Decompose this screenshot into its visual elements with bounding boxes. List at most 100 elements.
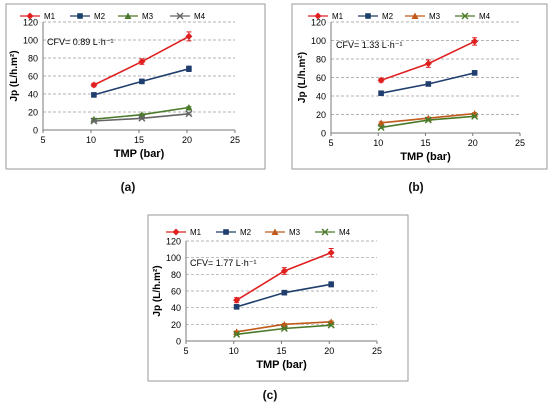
- x-axis-title: TMP (bar): [114, 148, 165, 160]
- x-tick-label: 20: [324, 346, 334, 356]
- y-tick-label: 20: [28, 108, 38, 118]
- legend-marker: [176, 12, 184, 20]
- data-point: [378, 90, 384, 97]
- data-point: [90, 81, 98, 89]
- legend-label: M1: [44, 12, 56, 21]
- data-point: [233, 330, 241, 338]
- y-tick-label: 120: [23, 18, 38, 28]
- y-tick-label: 80: [316, 55, 326, 65]
- series-m4: [90, 110, 193, 125]
- x-tick-label: 10: [229, 346, 239, 356]
- x-tick-label: 20: [468, 138, 478, 148]
- data-point: [328, 281, 334, 288]
- x-tick-label: 15: [276, 346, 286, 356]
- x-axis-title: TMP (bar): [400, 151, 451, 163]
- y-tick-label: 120: [166, 237, 181, 247]
- data-point: [280, 267, 288, 275]
- panel-caption-b: (b): [408, 180, 424, 194]
- data-point: [327, 249, 335, 257]
- legend-marker: [321, 228, 329, 236]
- y-tick-label: 60: [28, 72, 38, 82]
- data-point: [90, 117, 98, 125]
- data-point: [185, 110, 193, 118]
- x-tick-label: 10: [86, 135, 96, 145]
- y-tick-label: 40: [28, 90, 38, 100]
- data-point: [185, 104, 193, 111]
- x-tick-label: 15: [420, 138, 430, 148]
- y-tick-label: 0: [33, 126, 38, 136]
- data-point: [377, 123, 385, 131]
- legend-marker: [223, 229, 229, 235]
- y-axis-title: Jp (L/h.m²): [9, 50, 20, 101]
- panel-caption-a: (a): [120, 180, 136, 194]
- data-point: [280, 325, 288, 332]
- legend-label: M4: [194, 12, 206, 21]
- series-m2: [91, 65, 192, 98]
- data-point: [377, 119, 385, 126]
- chart-panel-1: 0 20 40 60 80 100 120 5 10 15 20 25 TMP (bar) Jp (L/h…: [5, 3, 266, 170]
- data-point: [138, 58, 146, 66]
- data-point: [91, 92, 97, 98]
- x-tick-label: 5: [183, 346, 188, 356]
- chart-panel-2: 0 20 40 60 80 100 120 5 10 15 20 25 TMP (bar) Jp (L/h…: [291, 3, 548, 170]
- y-tick-label: 100: [23, 36, 38, 46]
- y-tick-label: 60: [171, 287, 181, 297]
- legend-label: M2: [382, 12, 394, 21]
- data-point: [281, 289, 288, 296]
- y-tick-label: 20: [316, 110, 326, 120]
- data-point: [471, 70, 478, 76]
- data-point: [471, 112, 479, 120]
- series-m1: [377, 37, 479, 84]
- data-point: [327, 321, 335, 329]
- x-tick-label: 25: [230, 135, 240, 145]
- y-tick-label: 60: [316, 73, 326, 83]
- legend-label: M3: [289, 228, 301, 237]
- y-tick-label: 0: [321, 129, 326, 139]
- data-point: [280, 320, 288, 328]
- data-point: [186, 66, 192, 72]
- x-tick-label: 5: [40, 135, 45, 145]
- series-m2: [233, 281, 334, 310]
- legend-marker: [172, 228, 180, 236]
- x-tick-label: 5: [328, 138, 333, 148]
- cfv-annotation: CFV= 0.89 L·h⁻¹: [47, 37, 114, 47]
- legend-label: M3: [429, 12, 441, 21]
- data-point: [424, 60, 432, 68]
- legend-marker: [26, 12, 34, 20]
- legend-label: M2: [240, 228, 252, 237]
- data-point: [425, 81, 432, 87]
- y-axis-title: Jp (L/h.m²): [152, 265, 163, 316]
- legend-label: M4: [339, 228, 351, 237]
- legend-marker: [411, 12, 419, 19]
- legend-marker: [314, 12, 322, 20]
- y-tick-label: 100: [311, 36, 326, 46]
- chart-panel-3: 0 20 40 60 80 100 120 5 10 15 20 25 TMP (bar) Jp (L/h…: [147, 214, 409, 382]
- data-point: [139, 78, 145, 85]
- series-m2: [378, 70, 478, 97]
- series-m4: [233, 321, 335, 338]
- y-tick-label: 0: [176, 337, 181, 347]
- legend-marker: [77, 13, 83, 19]
- y-tick-label: 20: [171, 320, 181, 330]
- x-axis-title: TMP (bar): [256, 359, 307, 371]
- y-tick-label: 40: [316, 92, 326, 102]
- data-point: [377, 76, 385, 84]
- series-m3: [233, 318, 335, 335]
- x-tick-label: 25: [372, 346, 382, 356]
- x-tick-label: 20: [182, 135, 192, 145]
- legend-label: M1: [332, 12, 344, 21]
- panel-caption-c: (c): [262, 388, 278, 402]
- y-tick-label: 120: [311, 18, 326, 28]
- series-m4: [377, 112, 479, 131]
- legend-marker: [124, 12, 132, 19]
- cfv-annotation: CFV= 1.33 L·h⁻¹: [336, 40, 403, 50]
- data-point: [233, 296, 241, 304]
- cfv-annotation: CFV= 1.77 L·h⁻¹: [190, 258, 257, 268]
- y-tick-label: 80: [28, 54, 38, 64]
- panel-frame: [5, 3, 266, 170]
- series-m1: [233, 248, 335, 304]
- legend-label: M3: [142, 12, 154, 21]
- legend-marker: [271, 228, 279, 235]
